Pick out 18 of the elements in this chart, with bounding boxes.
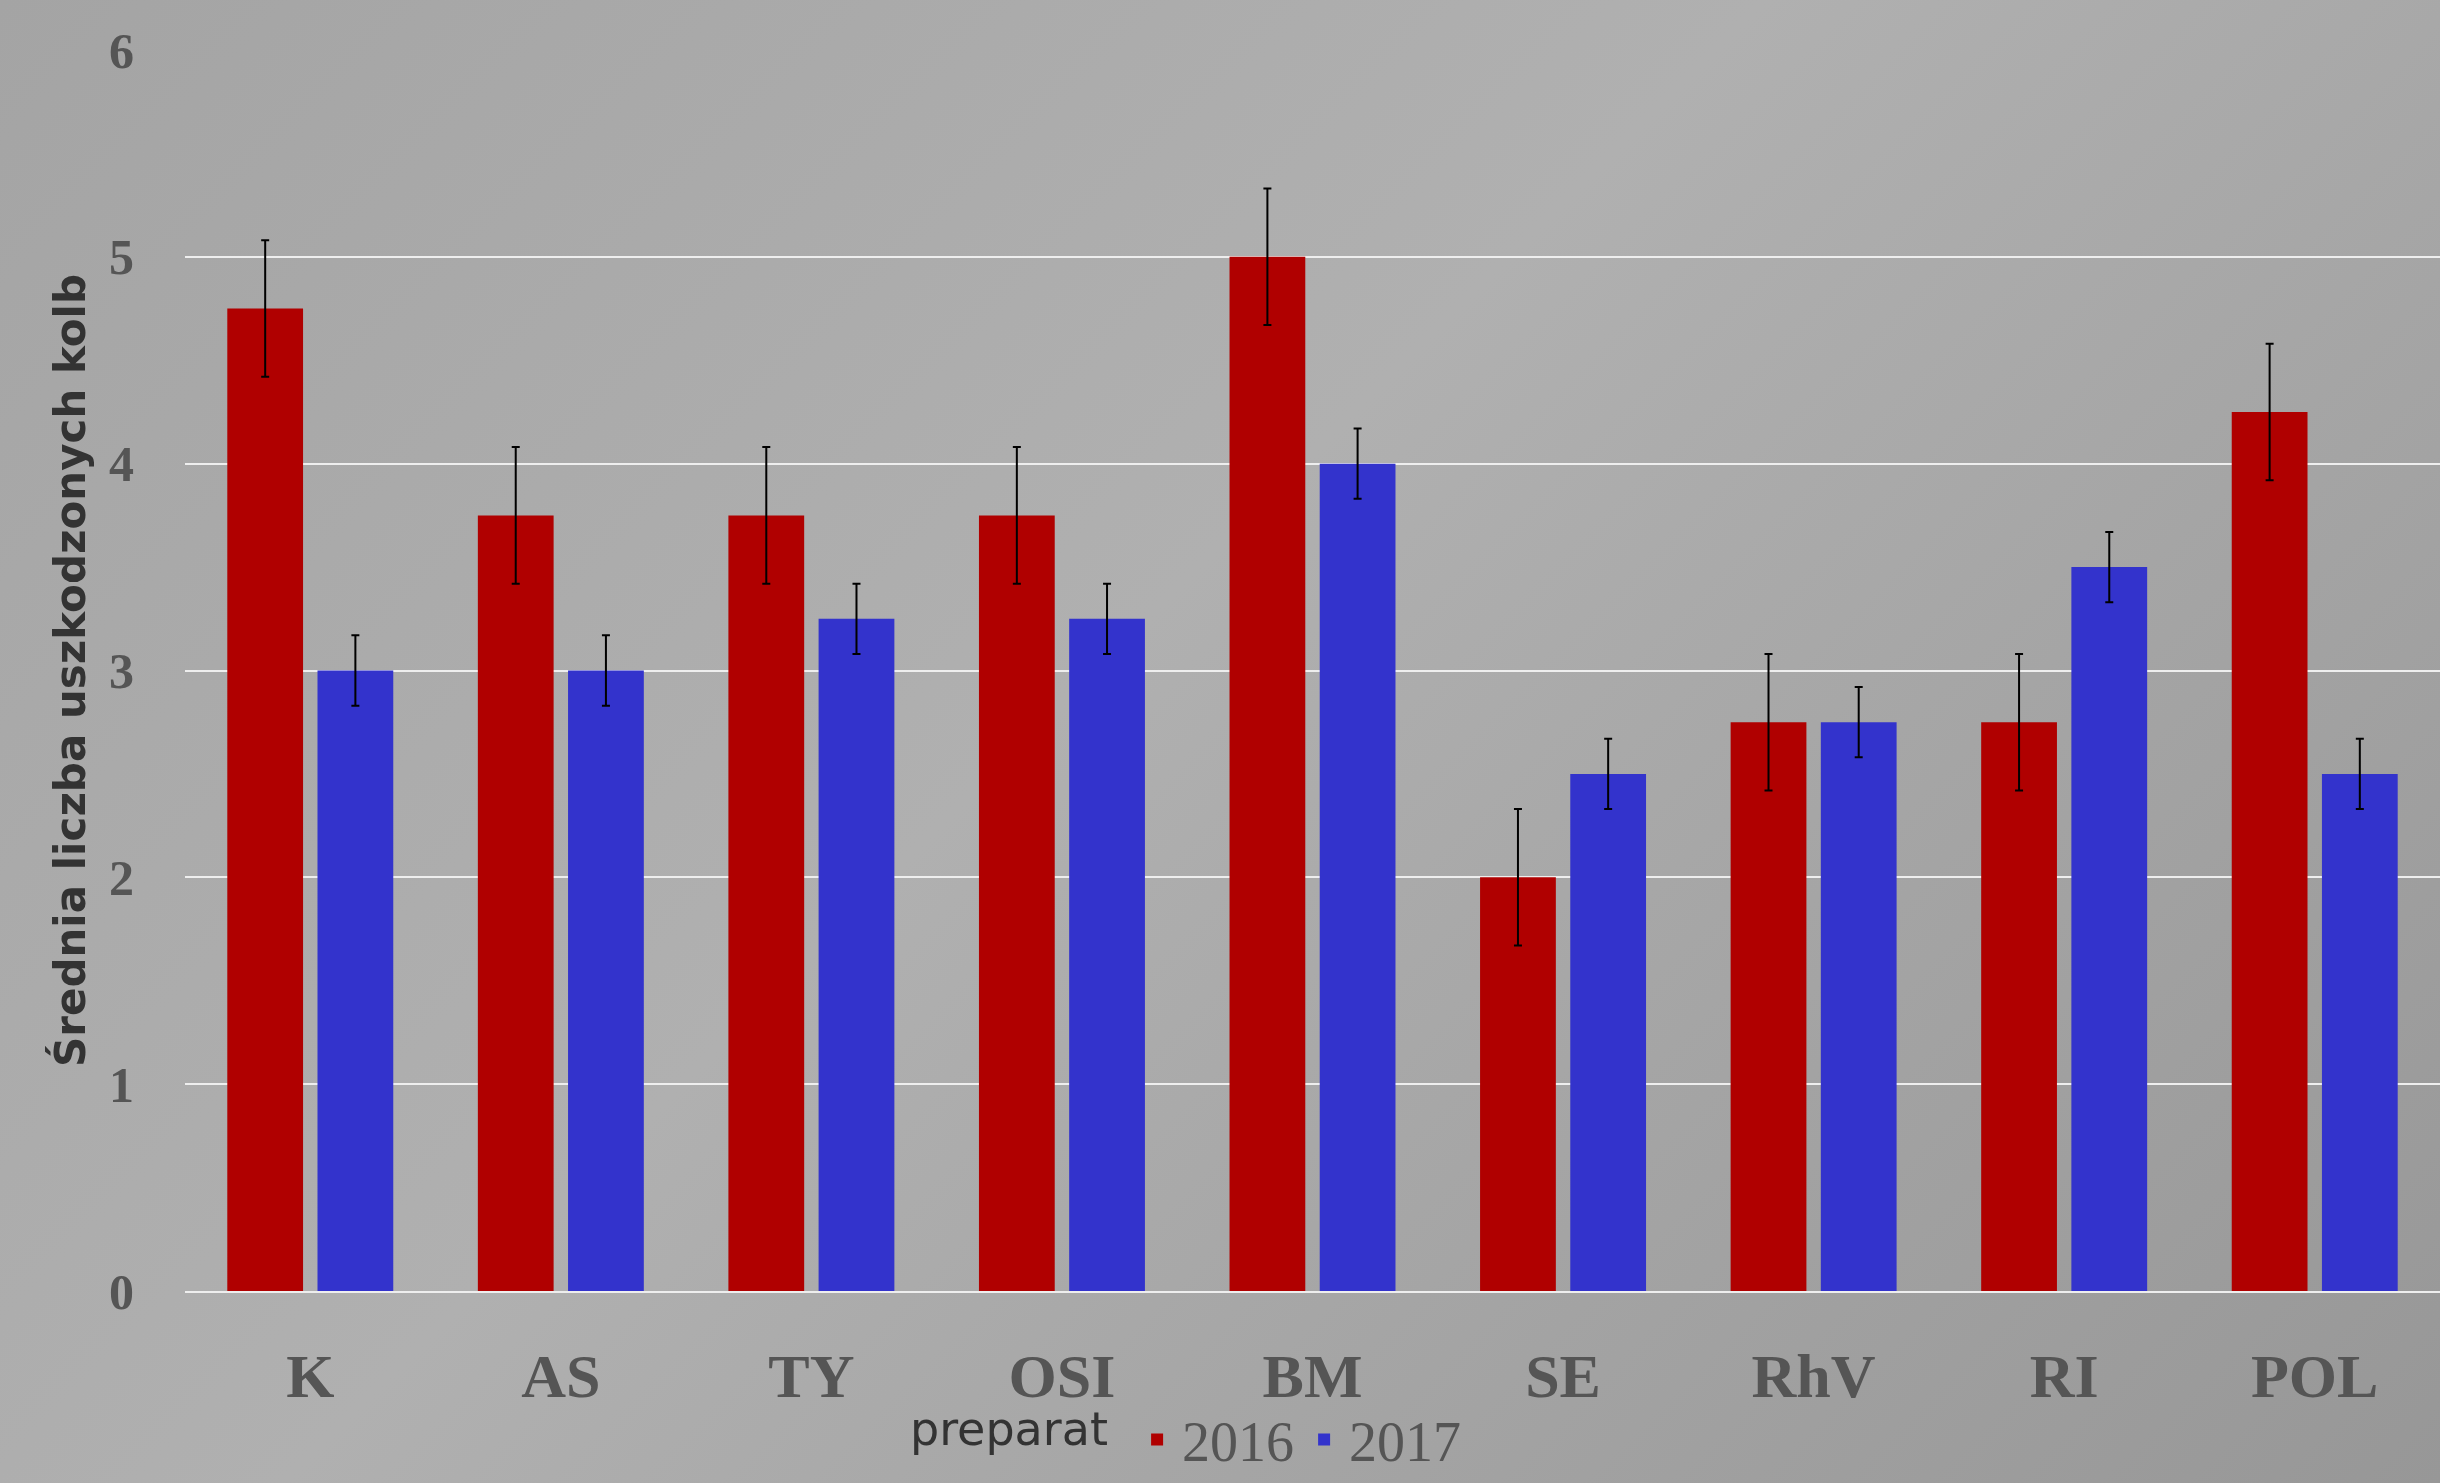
x-tick-label: RhV [1751,1342,1876,1411]
y-tick-label: 6 [109,22,134,79]
x-tick-label: POL [2250,1342,2379,1411]
x-tick-label: TY [768,1342,855,1411]
legend-label: 2017 [1349,1411,1462,1474]
x-tick-label: SE [1525,1342,1601,1411]
y-axis-title: Średnia liczba uszkodzonych kolb [44,273,95,1068]
y-tick-label: 3 [109,643,134,699]
y-tick-label: 0 [109,1263,134,1320]
y-tick-label: 1 [109,1056,134,1113]
y-tick-label: 4 [109,436,134,493]
x-tick-label: K [286,1342,335,1411]
legend-label: 2016 [1182,1411,1295,1474]
y-tick-label: 5 [109,229,134,286]
x-tick-label: AS [521,1342,601,1411]
x-tick-label: RI [2029,1342,2099,1411]
y-tick-label: 2 [109,849,134,906]
x-tick-label: BM [1262,1342,1363,1411]
